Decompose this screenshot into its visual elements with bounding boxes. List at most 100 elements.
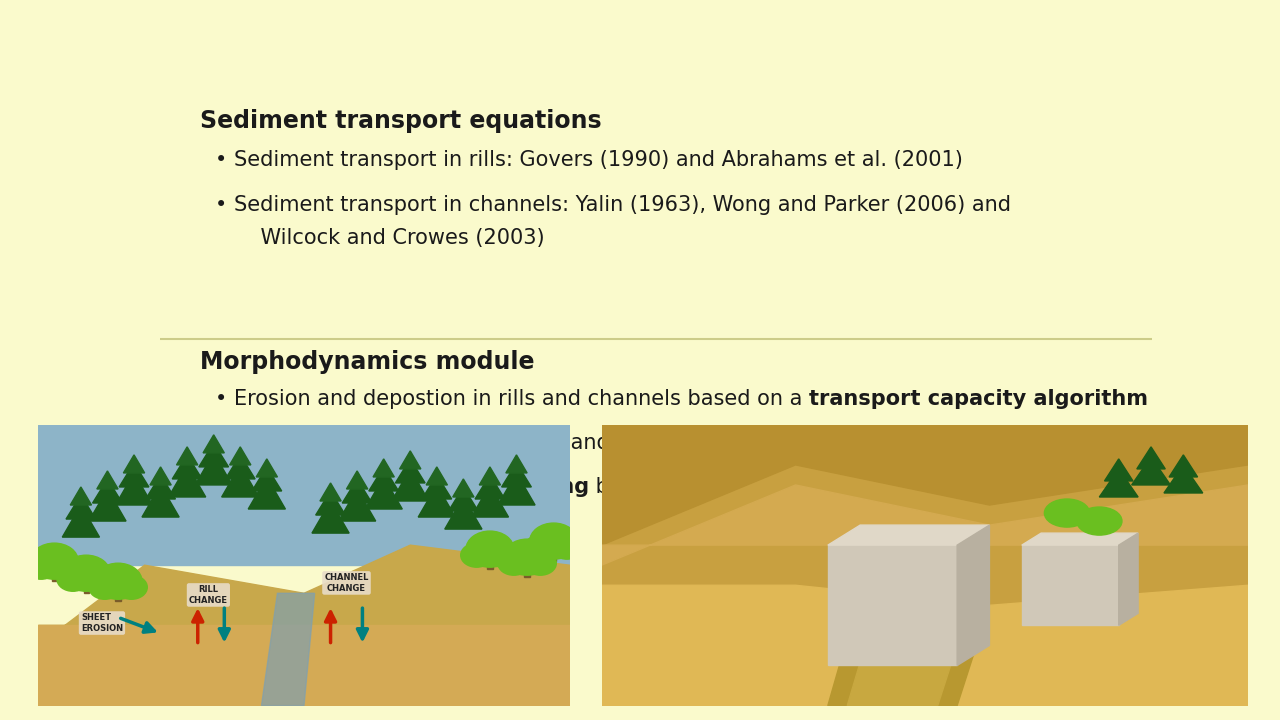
Text: transport capacity: transport capacity (616, 433, 833, 453)
Circle shape (1076, 507, 1123, 535)
Bar (115, 585, 120, 601)
Text: Sediment transport in channels: Yalin (1963), Wong and Parker (2006) and: Sediment transport in channels: Yalin (1… (234, 194, 1011, 215)
Polygon shape (70, 487, 92, 505)
Text: and: and (563, 433, 616, 453)
Text: Sediment transport equations: Sediment transport equations (200, 109, 602, 132)
Polygon shape (602, 485, 1248, 565)
Polygon shape (498, 473, 535, 505)
Bar (83, 577, 88, 593)
Text: •: • (215, 150, 227, 170)
Text: SHEET
EROSION: SHEET EROSION (81, 613, 123, 633)
Text: •: • (215, 194, 227, 215)
Polygon shape (957, 525, 989, 665)
Polygon shape (252, 467, 282, 491)
Text: Sediment transport in rills: Govers (1990) and Abrahams et al. (2001): Sediment transport in rills: Govers (199… (234, 150, 964, 170)
Polygon shape (320, 483, 342, 501)
Polygon shape (204, 435, 224, 453)
Text: behind check dams and large dams: behind check dams and large dams (589, 477, 968, 498)
Polygon shape (506, 455, 527, 473)
Polygon shape (1132, 457, 1170, 485)
Text: RILL
CHANGE: RILL CHANGE (189, 585, 228, 605)
Polygon shape (173, 455, 202, 479)
Polygon shape (195, 453, 232, 485)
Polygon shape (146, 475, 175, 499)
Polygon shape (342, 479, 372, 503)
Polygon shape (471, 485, 508, 517)
Circle shape (95, 563, 142, 599)
Polygon shape (422, 475, 452, 499)
Text: sediment trapping: sediment trapping (371, 477, 589, 498)
Polygon shape (453, 479, 474, 497)
Polygon shape (347, 471, 367, 489)
Polygon shape (115, 473, 152, 505)
Polygon shape (847, 598, 970, 706)
Polygon shape (444, 497, 483, 529)
Polygon shape (1164, 465, 1203, 493)
Polygon shape (479, 467, 500, 485)
Circle shape (488, 543, 520, 567)
Circle shape (115, 575, 147, 599)
Polygon shape (448, 487, 479, 511)
Circle shape (63, 555, 110, 591)
Polygon shape (63, 505, 100, 537)
Polygon shape (1105, 459, 1133, 481)
Circle shape (31, 543, 78, 579)
Text: Morphodynamics module: Morphodynamics module (200, 350, 534, 374)
Text: (sediment transport equations): (sediment transport equations) (833, 433, 1166, 453)
Polygon shape (38, 545, 570, 645)
Polygon shape (426, 467, 448, 485)
Circle shape (525, 552, 557, 575)
Polygon shape (312, 501, 349, 533)
Polygon shape (142, 485, 179, 517)
Polygon shape (225, 455, 255, 479)
Circle shape (83, 567, 115, 591)
Polygon shape (92, 479, 123, 503)
Text: •: • (215, 433, 227, 453)
Polygon shape (177, 447, 197, 465)
Text: •: • (215, 389, 227, 408)
Polygon shape (1119, 533, 1138, 626)
Polygon shape (602, 585, 1248, 706)
Polygon shape (1021, 545, 1119, 626)
Circle shape (1044, 499, 1089, 527)
Bar (525, 561, 530, 577)
Bar (51, 565, 58, 581)
Polygon shape (419, 485, 456, 517)
Polygon shape (372, 459, 394, 477)
Circle shape (525, 535, 557, 559)
Polygon shape (369, 467, 398, 491)
Polygon shape (229, 447, 251, 465)
Polygon shape (88, 489, 125, 521)
Polygon shape (221, 465, 259, 497)
Circle shape (88, 575, 120, 599)
Text: Erosion and depostion in rills and channels based on a: Erosion and depostion in rills and chann… (234, 389, 809, 408)
Circle shape (461, 543, 493, 567)
Polygon shape (502, 463, 531, 487)
Text: Accounts for: Accounts for (234, 477, 371, 498)
Circle shape (58, 567, 88, 591)
Polygon shape (169, 465, 206, 497)
Circle shape (503, 539, 550, 575)
Polygon shape (1021, 533, 1138, 545)
Polygon shape (365, 477, 402, 509)
Circle shape (51, 555, 83, 579)
Circle shape (498, 552, 530, 575)
Polygon shape (1137, 447, 1165, 469)
Polygon shape (38, 425, 570, 565)
Polygon shape (828, 525, 989, 545)
Text: •: • (215, 477, 227, 498)
Polygon shape (602, 425, 1248, 545)
Polygon shape (97, 471, 118, 489)
Polygon shape (392, 469, 429, 501)
Circle shape (530, 523, 577, 559)
Text: Function of: Function of (234, 433, 356, 453)
Text: sediment storage: sediment storage (356, 433, 563, 453)
Polygon shape (256, 459, 278, 477)
Circle shape (26, 555, 58, 579)
Bar (550, 545, 557, 561)
Polygon shape (475, 475, 504, 499)
Polygon shape (119, 463, 148, 487)
Polygon shape (248, 477, 285, 509)
Polygon shape (38, 626, 570, 706)
Text: Wilcock and Crowes (2003): Wilcock and Crowes (2003) (234, 228, 545, 248)
